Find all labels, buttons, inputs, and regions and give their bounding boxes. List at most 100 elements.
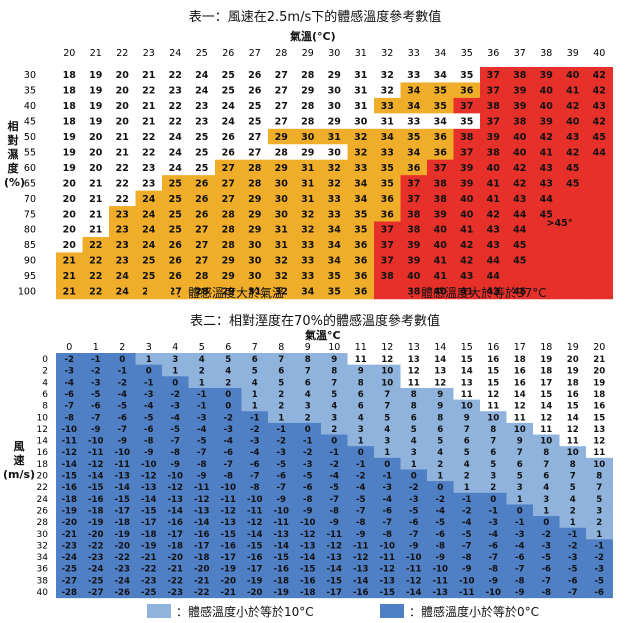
table1-cell bbox=[215, 113, 242, 130]
table2-cell-value: -14 bbox=[247, 530, 263, 540]
table1-cell bbox=[241, 221, 269, 238]
table2-x-axis-title: 氣溫°C bbox=[305, 329, 341, 342]
legend2-cold-label: ：體感溫度小於等於0°C bbox=[409, 605, 540, 619]
table2-cell-value: 19 bbox=[567, 367, 579, 377]
table1-cell bbox=[82, 128, 110, 145]
table2-cell bbox=[533, 562, 560, 575]
table2-cell-value: 15 bbox=[593, 413, 605, 423]
table2-row-header: 8 bbox=[42, 402, 48, 412]
table1-cell-value: 34 bbox=[434, 117, 448, 128]
table1-cell-value: 33 bbox=[407, 117, 420, 128]
table1-cell-value: 23 bbox=[116, 256, 129, 267]
table1-cell bbox=[215, 283, 242, 300]
table1-cell-value: 35 bbox=[434, 86, 447, 97]
table1-cell bbox=[506, 97, 534, 114]
table1-cell bbox=[480, 144, 507, 161]
table2-cell-value: -11 bbox=[194, 483, 210, 493]
table2-cell-value: 16 bbox=[514, 367, 526, 377]
table1-cell-value: 36 bbox=[354, 287, 368, 298]
table2-cell bbox=[321, 387, 348, 401]
table2-col-header: 20 bbox=[593, 342, 605, 353]
table1-cell-value: 38 bbox=[434, 194, 448, 205]
table2-cell bbox=[586, 551, 613, 564]
table2-cell bbox=[241, 481, 269, 494]
table2-col-header: 1 bbox=[93, 342, 99, 353]
table1-cell bbox=[321, 236, 348, 253]
table2-cell-value: -7 bbox=[488, 553, 498, 563]
table2-cell-value: -2 bbox=[117, 378, 127, 388]
table1-cell-value: 30 bbox=[328, 147, 342, 158]
table2-cell bbox=[506, 539, 534, 552]
table2-col-header: 8 bbox=[278, 342, 284, 353]
table2-cell bbox=[241, 422, 269, 436]
table2-cell bbox=[162, 574, 189, 587]
table2-cell-value: 4 bbox=[331, 402, 337, 412]
table2-cell bbox=[586, 411, 613, 424]
table1-cell bbox=[188, 252, 216, 269]
table2-cell-value: -21 bbox=[194, 576, 210, 586]
table2-cell-value: -23 bbox=[88, 553, 104, 563]
table2-cell bbox=[453, 574, 481, 587]
table2-cell-value: 0 bbox=[225, 402, 231, 412]
table1-cell bbox=[162, 206, 189, 222]
table2-cell bbox=[559, 574, 587, 587]
table1-cell-value: 24 bbox=[142, 209, 156, 220]
table1-cell bbox=[162, 97, 189, 114]
table2-cell-value: -18 bbox=[300, 588, 316, 598]
table1-col-header: 35 bbox=[461, 48, 473, 59]
table2-cell bbox=[559, 527, 587, 540]
table1-cell bbox=[427, 221, 454, 238]
table2-cell-value: 11 bbox=[593, 448, 605, 458]
table2-cell bbox=[400, 387, 428, 401]
table2-cell-value: 8 bbox=[543, 448, 549, 458]
table2-cell bbox=[559, 446, 587, 459]
table2-cell bbox=[215, 539, 242, 552]
table2-cell bbox=[215, 422, 242, 436]
table2-cell-value: 0 bbox=[358, 448, 364, 458]
table1-cell-value: 40 bbox=[407, 271, 421, 282]
table2-cell-value: -19 bbox=[88, 518, 104, 528]
table1-cell bbox=[427, 128, 454, 145]
table2-cell bbox=[82, 539, 110, 552]
table2-row-header: 20 bbox=[37, 472, 49, 482]
table2-cell bbox=[162, 399, 189, 412]
table2-cell-value: -20 bbox=[167, 553, 183, 563]
table2-cell-value: 1 bbox=[596, 530, 602, 540]
table2-cell bbox=[321, 411, 348, 424]
table1-cell-value: 25 bbox=[222, 70, 235, 81]
table2-cell bbox=[188, 411, 216, 424]
table2-cell bbox=[506, 364, 534, 377]
table2-cell bbox=[480, 387, 507, 401]
table2-col-header: 3 bbox=[146, 342, 152, 353]
table1-cell-value: 32 bbox=[275, 271, 288, 282]
table2-cell bbox=[347, 364, 375, 377]
table2-cell-value: 21 bbox=[593, 355, 605, 365]
table2-cell bbox=[453, 551, 481, 564]
table1-cell-value: 29 bbox=[275, 132, 288, 143]
table2-cell bbox=[109, 387, 136, 401]
table2-cell-value: 6 bbox=[490, 448, 496, 458]
table2-cell bbox=[294, 376, 322, 389]
table2-cell bbox=[215, 481, 242, 494]
table1-cell-value: 40 bbox=[460, 194, 474, 205]
table2-cell-value: 5 bbox=[225, 355, 231, 365]
table1-cell bbox=[480, 190, 507, 207]
table1-cell bbox=[400, 267, 428, 284]
table2-heatmap: 0 1 2 3 4 5 6 7 8 9 10 11 12 13 14 15 16 17 18 19 200 -2 -1 0 1 3… bbox=[37, 342, 613, 599]
table1-cell-value: 41 bbox=[487, 194, 500, 205]
table1-cell-value: 36 bbox=[407, 163, 421, 174]
table2-cell bbox=[400, 586, 428, 599]
table2-row-header: 4 bbox=[42, 378, 48, 388]
table1-cell bbox=[294, 67, 322, 83]
table2-cell-value: -1 bbox=[488, 506, 498, 516]
table2-cell bbox=[321, 364, 348, 377]
table1-cell bbox=[400, 283, 428, 300]
table2-cell bbox=[559, 492, 587, 505]
table2-cell bbox=[374, 492, 401, 505]
table2-cell bbox=[82, 492, 110, 505]
table2-cell bbox=[321, 446, 348, 459]
table1-cell bbox=[56, 252, 83, 269]
table2-cell-value: -5 bbox=[144, 413, 154, 423]
table1-col-header: 29 bbox=[302, 48, 314, 59]
table2-cell bbox=[56, 364, 83, 377]
